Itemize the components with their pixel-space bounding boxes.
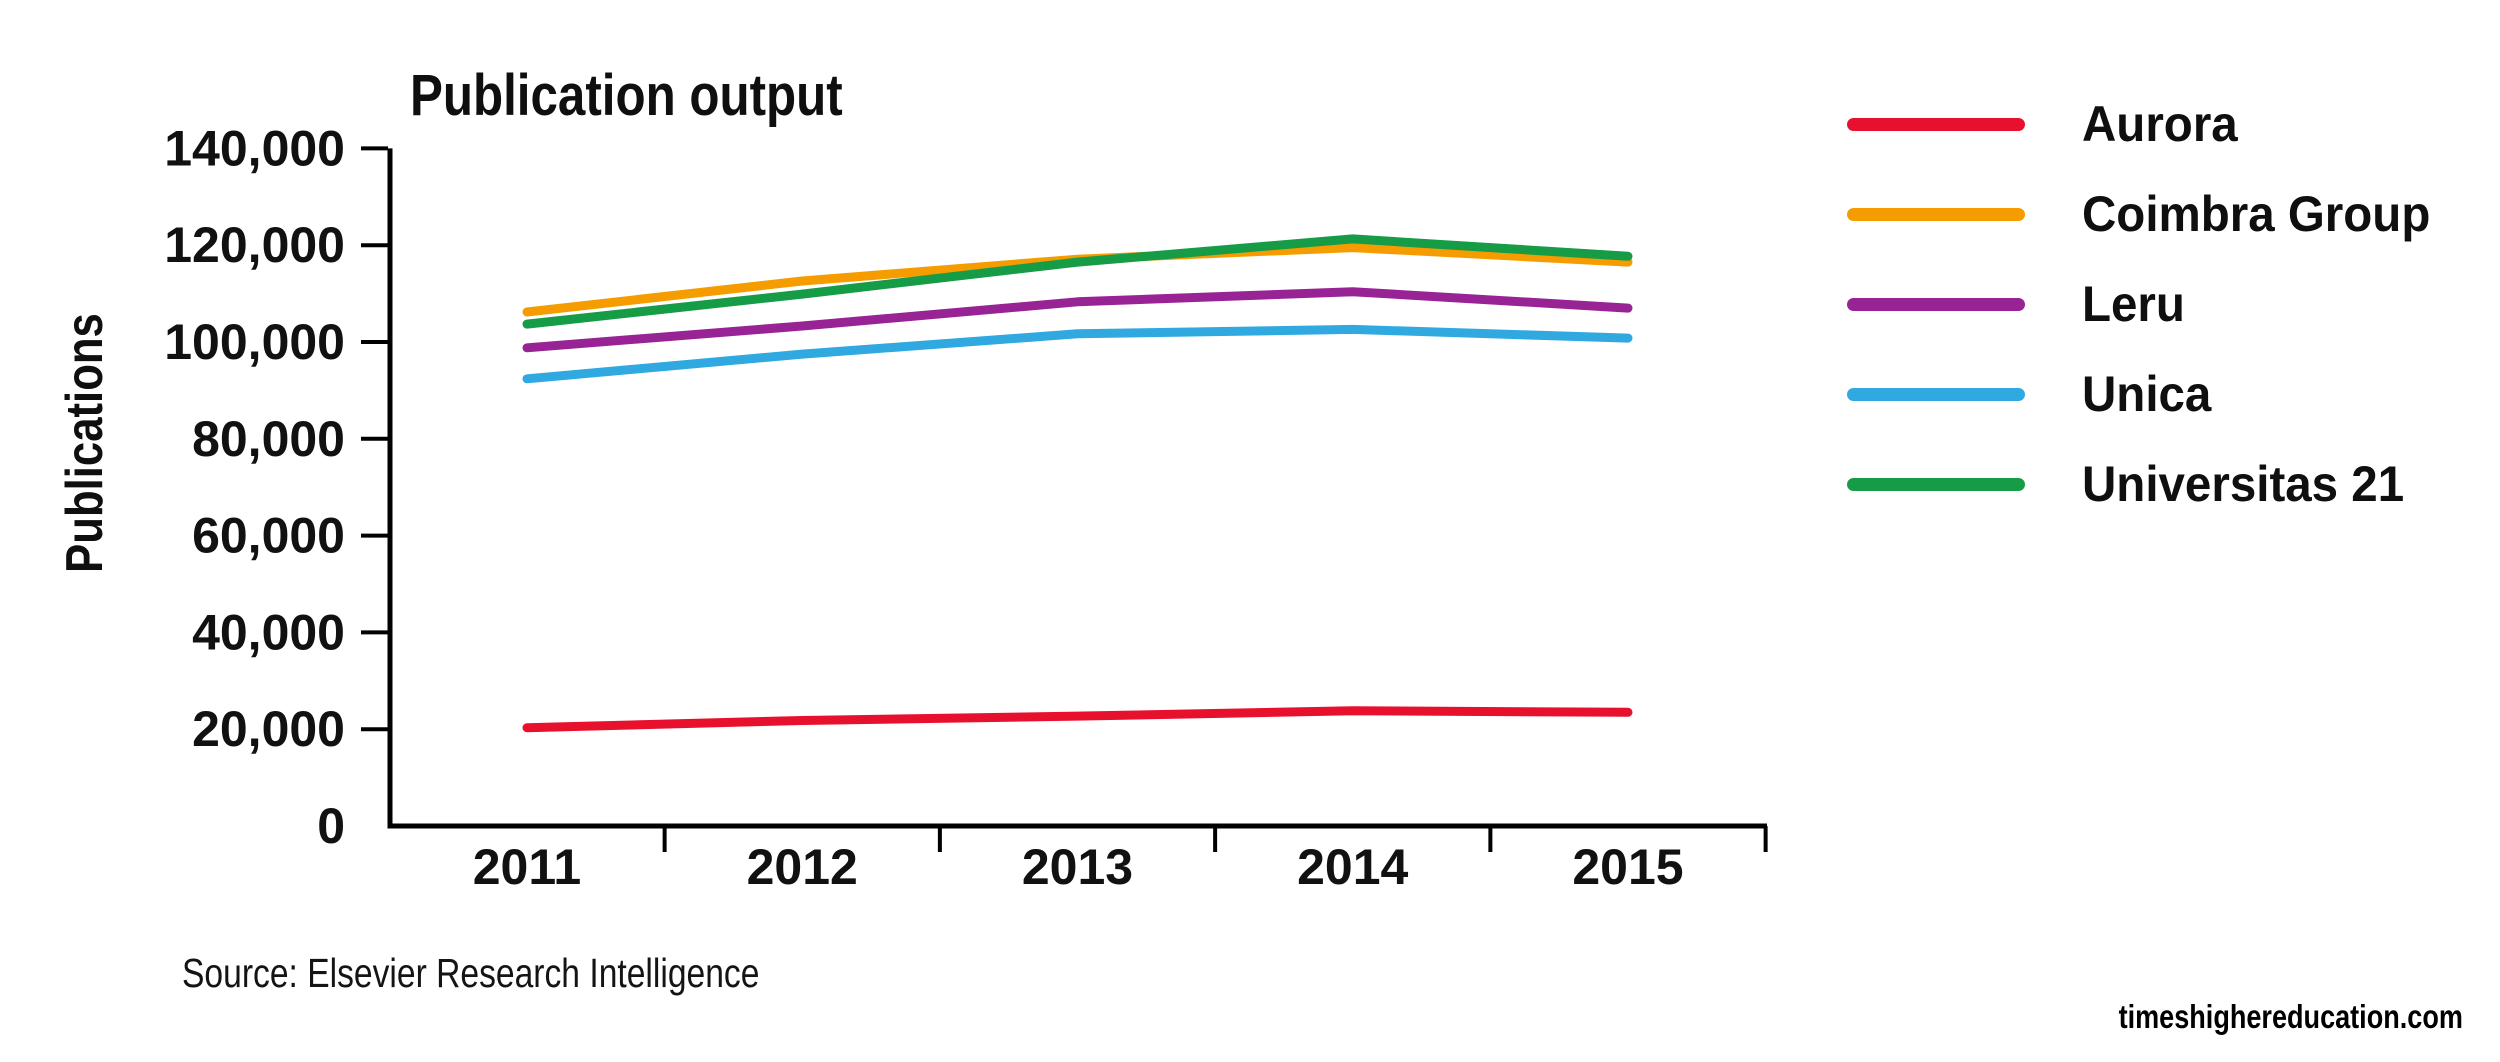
x-tick-label: 2014: [1297, 839, 1408, 895]
y-tick-label: 100,000: [164, 314, 345, 370]
y-tick-label: 0: [317, 798, 345, 854]
y-tick-label: 40,000: [192, 604, 345, 660]
legend-swatch-unica: [1847, 387, 2025, 401]
legend-label-leru: Leru: [2082, 276, 2185, 332]
axis-lines: [387, 148, 1767, 829]
source-note: Source: Elsevier Research Intelligence: [182, 950, 760, 996]
legend-swatch-leru: [1847, 297, 2025, 311]
y-tick-label: 140,000: [164, 120, 345, 176]
y-tick-label: 80,000: [192, 411, 345, 467]
legend-item-coimbra-group: Coimbra Group: [1847, 184, 2449, 244]
legend-item-aurora: Aurora: [1847, 94, 2449, 154]
x-tick-label: 2012: [747, 839, 858, 895]
y-tick-label: 60,000: [192, 508, 345, 564]
y-tick-label: 120,000: [164, 217, 345, 273]
legend-label-universitas-21: Universitas 21: [2082, 456, 2405, 512]
legend-label-unica: Unica: [2082, 366, 2212, 422]
y-tick-label: 20,000: [192, 701, 345, 757]
x-tick-label: 2013: [1022, 839, 1133, 895]
chart-title: Publication output: [410, 63, 843, 128]
legend-label-coimbra-group: Coimbra Group: [2082, 186, 2431, 242]
x-tick-label: 2011: [473, 839, 581, 895]
y-axis-title: Publications: [56, 313, 114, 573]
series-line-unica: [522, 324, 1633, 384]
x-tick-label: 2015: [1572, 839, 1683, 895]
series-line-leru: [522, 287, 1633, 353]
legend-swatch-universitas-21: [1847, 477, 2025, 491]
series-line-universitas-21: [522, 234, 1633, 329]
legend-item-unica: Unica: [1847, 364, 2449, 424]
legend-label-aurora: Aurora: [2082, 96, 2238, 152]
site-watermark: timeshighereducation.com: [2118, 998, 2463, 1035]
legend-swatch-aurora: [1847, 117, 2025, 131]
legend-swatch-coimbra-group: [1847, 207, 2025, 221]
legend-item-leru: Leru: [1847, 274, 2449, 334]
legend-item-universitas-21: Universitas 21: [1847, 454, 2449, 514]
series-line-aurora: [522, 706, 1633, 733]
legend: Aurora Coimbra Group Leru Unica Universi…: [1847, 94, 2449, 514]
